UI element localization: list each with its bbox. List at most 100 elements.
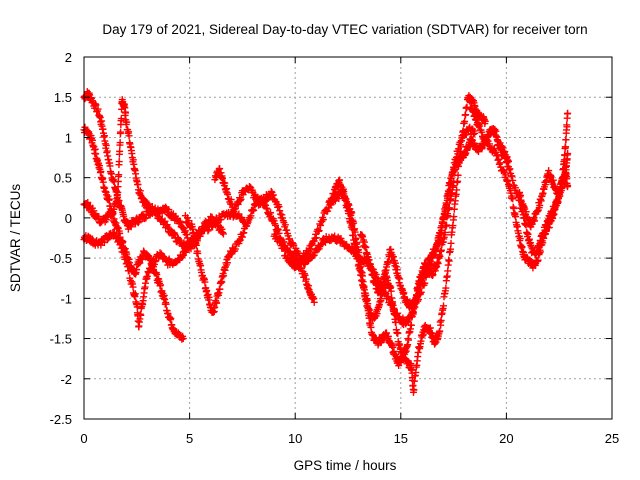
x-axis-label: GPS time / hours: [294, 458, 397, 473]
data-point-marker: [502, 154, 510, 162]
data-point-marker: [444, 212, 452, 220]
x-tick-label: 10: [288, 431, 302, 446]
data-point-marker: [152, 208, 160, 216]
data-point-marker: [534, 256, 542, 264]
data-point-marker: [162, 300, 170, 308]
data-point-marker: [292, 244, 300, 252]
data-point-marker: [512, 184, 520, 192]
data-point-marker: [312, 234, 320, 242]
data-point-marker: [131, 290, 139, 298]
data-point-marker: [350, 219, 358, 227]
series-track-11: [494, 141, 572, 259]
data-point-marker: [340, 190, 348, 198]
data-point-marker: [436, 327, 444, 335]
data-point-marker: [469, 130, 477, 138]
series-track-6: [211, 123, 479, 329]
data-point-marker: [167, 314, 175, 322]
data-point-marker: [562, 143, 570, 151]
data-point-marker: [500, 149, 508, 157]
data-point-marker: [469, 108, 477, 116]
data-point-marker: [278, 211, 286, 219]
data-point-marker: [116, 139, 124, 147]
data-point-marker: [516, 235, 524, 243]
data-point-marker: [236, 237, 244, 245]
data-point-marker: [290, 253, 298, 261]
data-point-marker: [564, 150, 572, 158]
series-track-4: [80, 96, 227, 252]
data-point-marker: [524, 230, 532, 238]
data-point-marker: [335, 195, 343, 203]
data-point-marker: [213, 299, 221, 307]
data-markers: [80, 88, 572, 396]
data-point-marker: [348, 209, 356, 217]
data-point-marker: [181, 227, 189, 235]
data-point-marker: [218, 225, 226, 233]
data-point-marker: [408, 304, 416, 312]
data-point-marker: [123, 259, 131, 267]
data-point-marker: [564, 182, 572, 190]
data-point-marker: [153, 207, 161, 215]
x-tick-label: 0: [80, 431, 87, 446]
data-point-marker: [205, 226, 213, 234]
data-point-marker: [115, 171, 123, 179]
data-point-marker: [564, 109, 572, 117]
data-point-marker: [444, 267, 452, 275]
data-point-marker: [263, 205, 271, 213]
data-point-marker: [317, 221, 325, 229]
data-point-marker: [97, 241, 105, 249]
data-point-marker: [470, 112, 478, 120]
data-point-marker: [549, 176, 557, 184]
data-point-marker: [391, 259, 399, 267]
data-point-marker: [105, 195, 113, 203]
data-point-marker: [271, 221, 279, 229]
data-point-marker: [236, 196, 244, 204]
series-track-7: [270, 92, 489, 396]
data-point-marker: [471, 129, 479, 137]
data-point-marker: [531, 217, 539, 225]
data-point-marker: [437, 316, 445, 324]
data-point-marker: [505, 166, 513, 174]
data-point-marker: [508, 172, 516, 180]
data-point-marker: [307, 241, 315, 249]
data-point-marker: [298, 258, 306, 266]
data-point-marker: [157, 281, 165, 289]
data-point-marker: [107, 211, 115, 219]
data-point-marker: [124, 263, 132, 271]
data-point-marker: [280, 244, 288, 252]
data-point-marker: [217, 215, 225, 223]
data-point-marker: [94, 105, 102, 113]
data-point-marker: [176, 217, 184, 225]
data-point-marker: [90, 207, 98, 215]
data-point-marker: [141, 215, 149, 223]
data-point-marker: [182, 248, 190, 256]
x-tick-label: 5: [186, 431, 193, 446]
data-point-marker: [125, 132, 133, 140]
data-point-marker: [502, 176, 510, 184]
data-point-marker: [500, 167, 508, 175]
data-point-marker: [179, 223, 187, 231]
data-point-marker: [441, 228, 449, 236]
x-tick-label: 20: [499, 431, 513, 446]
data-point-marker: [269, 191, 277, 199]
data-point-marker: [421, 279, 429, 287]
data-point-marker: [115, 158, 123, 166]
data-point-marker: [276, 207, 284, 215]
data-point-marker: [235, 210, 243, 218]
chart-title: Day 179 of 2021, Sidereal Day-to-day VTE…: [102, 22, 587, 37]
data-point-marker: [127, 223, 135, 231]
data-point-marker: [274, 225, 282, 233]
y-axis-label: SDTVAR / TECUs: [8, 184, 23, 293]
data-point-marker: [125, 267, 133, 275]
series-track-9: [357, 178, 458, 312]
data-point-marker: [283, 226, 291, 234]
data-point-marker: [245, 182, 253, 190]
data-point-marker: [119, 244, 127, 252]
data-point-marker: [536, 201, 544, 209]
data-point-marker: [445, 204, 453, 212]
data-point-marker: [331, 232, 339, 240]
data-point-marker: [238, 233, 246, 241]
y-tick-label: 1: [65, 130, 72, 145]
data-point-marker: [92, 101, 100, 109]
data-point-marker: [317, 241, 325, 249]
data-point-marker: [103, 216, 111, 224]
